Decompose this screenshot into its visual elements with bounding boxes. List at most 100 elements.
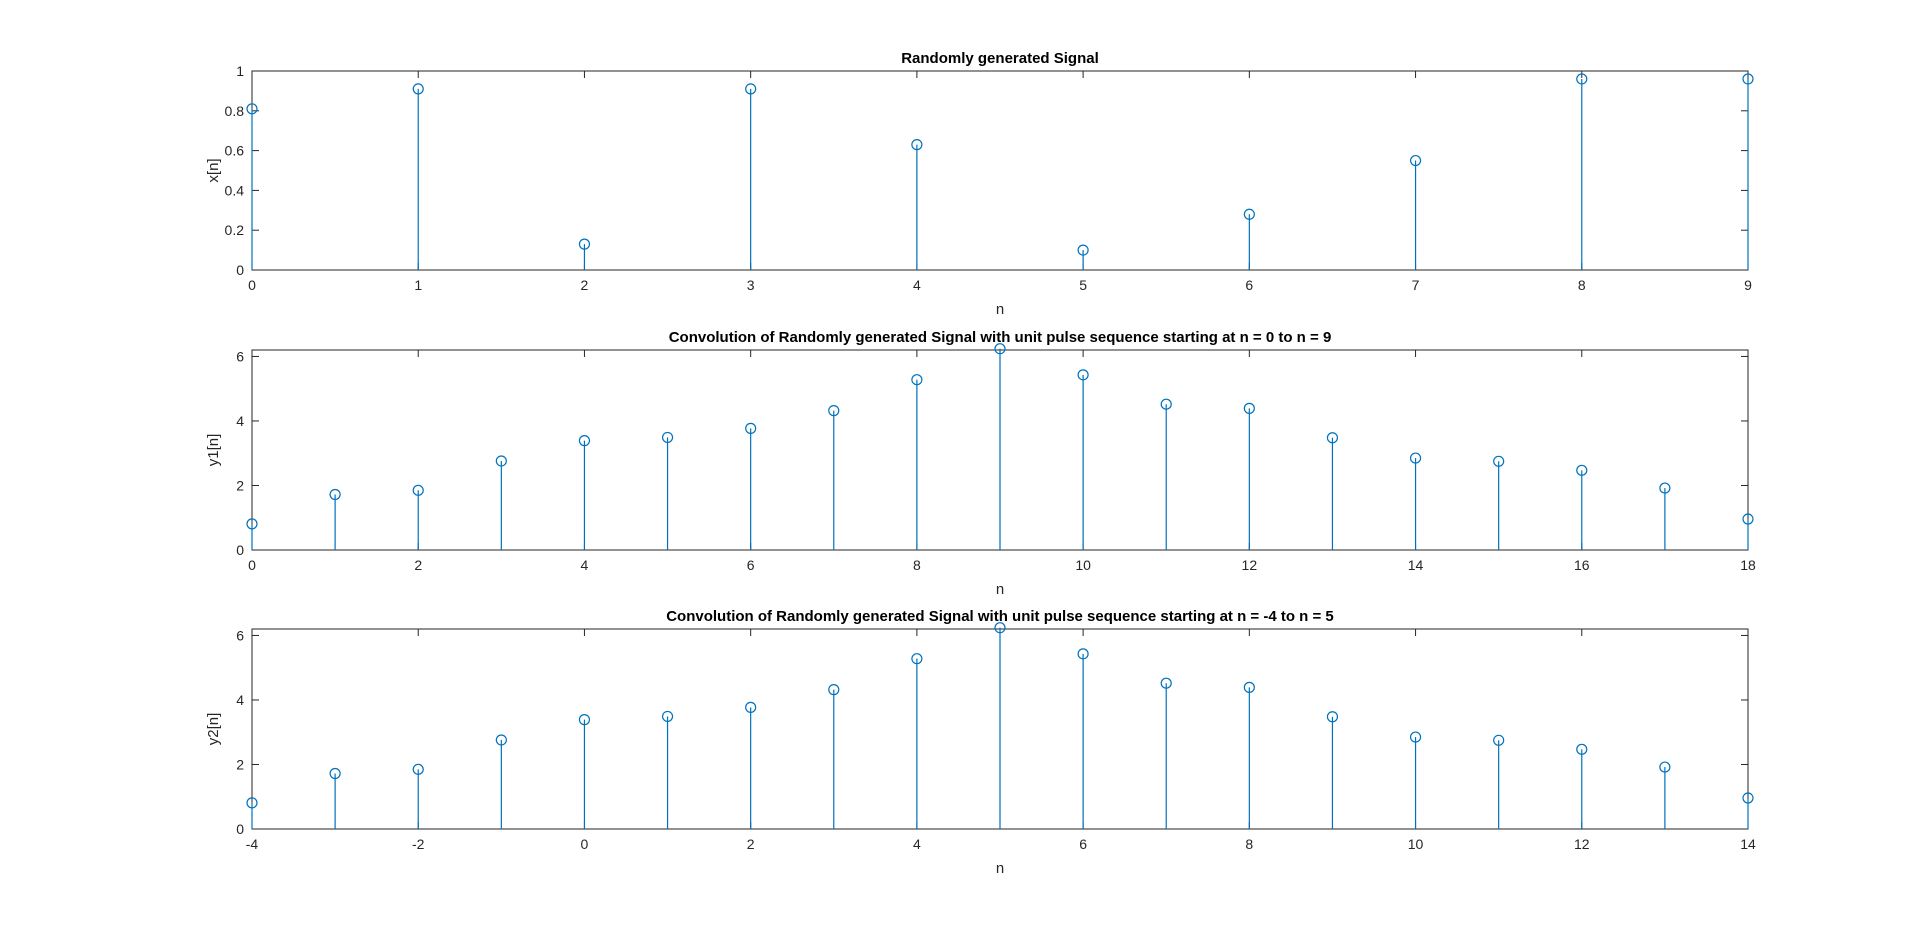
x-tick-label: 4	[913, 836, 921, 852]
stem-marker	[246, 518, 258, 530]
y-tick-label: 0.2	[225, 222, 245, 238]
y-tick-label: 4	[236, 413, 244, 429]
y-axis-label: x[n]	[205, 158, 222, 182]
x-tick-label: 0	[581, 836, 589, 852]
x-tick-label: 0	[248, 277, 256, 293]
stem-marker	[1576, 743, 1588, 755]
x-tick-label: 6	[1079, 836, 1087, 852]
stem-marker	[994, 622, 1006, 634]
x-axis-label: n	[996, 581, 1004, 598]
y-tick-label: 0	[236, 542, 244, 558]
x-tick-label: 16	[1574, 557, 1590, 573]
stem-marker	[1160, 677, 1172, 689]
y-tick-label: 0	[236, 821, 244, 837]
x-tick-label: 5	[1079, 277, 1087, 293]
plot-title: Convolution of Randomly generated Signal…	[666, 608, 1334, 625]
stem-marker	[1326, 432, 1339, 444]
stem-marker	[578, 714, 591, 726]
x-tick-label: 7	[1412, 277, 1420, 293]
stem-marker	[1243, 208, 1255, 220]
stem-marker	[911, 374, 923, 386]
stem-marker	[578, 238, 591, 250]
x-tick-label: 10	[1075, 557, 1091, 573]
stem-marker	[1077, 648, 1089, 660]
x-tick-label: -2	[412, 836, 425, 852]
stem-marker	[1742, 513, 1754, 525]
x-tick-label: 8	[1245, 836, 1253, 852]
stem-marker	[911, 139, 923, 151]
x-tick-label: 2	[747, 836, 755, 852]
y-tick-label: 2	[236, 477, 244, 493]
stem-marker	[1243, 402, 1255, 414]
subplot-2: 0 2 4 6 8 10 12 14 16 18 0 2 4 6 Convolution of Random…	[205, 329, 1756, 598]
stem-marker	[661, 710, 674, 723]
stem-marker	[329, 767, 341, 780]
x-axis-label: n	[996, 301, 1004, 318]
stem-marker	[1077, 244, 1089, 256]
x-tick-label: 6	[747, 557, 755, 573]
x-tick-label: 8	[1578, 277, 1586, 293]
x-tick-label: 12	[1574, 836, 1590, 852]
x-tick-label: -4	[246, 836, 259, 852]
stem-marker	[745, 422, 757, 434]
stem-marker	[1409, 452, 1422, 464]
x-tick-label: 3	[747, 277, 755, 293]
x-tick-label: 14	[1408, 557, 1424, 573]
stem-marker	[495, 455, 507, 467]
stem-marker	[578, 435, 591, 447]
stem-marker	[1493, 734, 1505, 746]
stem-marker	[1576, 464, 1588, 476]
stem-marker	[1742, 73, 1754, 85]
stem-marker	[412, 83, 424, 95]
stem-marker	[911, 653, 923, 665]
stem-marker	[246, 797, 258, 809]
stem-marker	[1409, 154, 1422, 167]
axes-box	[251, 70, 1749, 271]
x-tick-label: 6	[1245, 277, 1253, 293]
x-tick-label: 8	[913, 557, 921, 573]
x-tick-label: 4	[581, 557, 589, 573]
stem-marker	[661, 431, 674, 444]
stem-marker	[412, 484, 424, 496]
x-tick-label: 10	[1408, 836, 1424, 852]
x-tick-label: 1	[414, 277, 422, 293]
stem-marker	[412, 763, 424, 775]
stem-marker	[994, 343, 1006, 355]
x-tick-label: 9	[1744, 277, 1752, 293]
y-tick-label: 1	[236, 63, 244, 79]
stem-marker	[1243, 681, 1255, 693]
x-tick-label: 2	[581, 277, 589, 293]
y-tick-label: 0.6	[225, 143, 245, 159]
stem-marker	[246, 103, 258, 115]
stem-marker	[828, 684, 840, 696]
y-tick-label: 6	[236, 348, 244, 364]
stem-marker	[1659, 482, 1671, 494]
plot-title: Convolution of Randomly generated Signal…	[669, 329, 1332, 346]
x-tick-label: 0	[248, 557, 256, 573]
x-tick-label: 18	[1740, 557, 1756, 573]
subplot-1: 0 1 2 3 4 5 6 7 8 9 0 0.2 0.4 0.6 0.8 1 Randomly generat…	[205, 50, 1754, 318]
y-tick-label: 0	[236, 262, 244, 278]
y-axis-label: y1[n]	[205, 434, 222, 467]
x-tick-label: 2	[414, 557, 422, 573]
x-tick-label: 12	[1242, 557, 1258, 573]
y-tick-label: 4	[236, 692, 244, 708]
x-tick-label: 14	[1740, 836, 1756, 852]
subplot-3: -4 -2 0 2 4 6 8 10 12 14 0 2 4 6 Convolution of Random…	[205, 608, 1756, 877]
stem-marker	[745, 701, 757, 713]
stem-marker	[1576, 73, 1588, 85]
y-axis-label: y2[n]	[205, 713, 222, 746]
x-axis-label: n	[996, 860, 1004, 877]
stem-marker	[329, 488, 341, 501]
stem-marker	[1742, 792, 1754, 804]
stem-marker	[745, 83, 757, 95]
stem-marker	[1160, 398, 1172, 410]
stem-marker	[1077, 369, 1089, 381]
stem-marker	[828, 405, 840, 417]
stem-marker	[1493, 455, 1505, 467]
x-tick-label: 4	[913, 277, 921, 293]
stem-marker	[1409, 731, 1422, 743]
y-tick-label: 2	[236, 756, 244, 772]
y-tick-label: 6	[236, 627, 244, 643]
